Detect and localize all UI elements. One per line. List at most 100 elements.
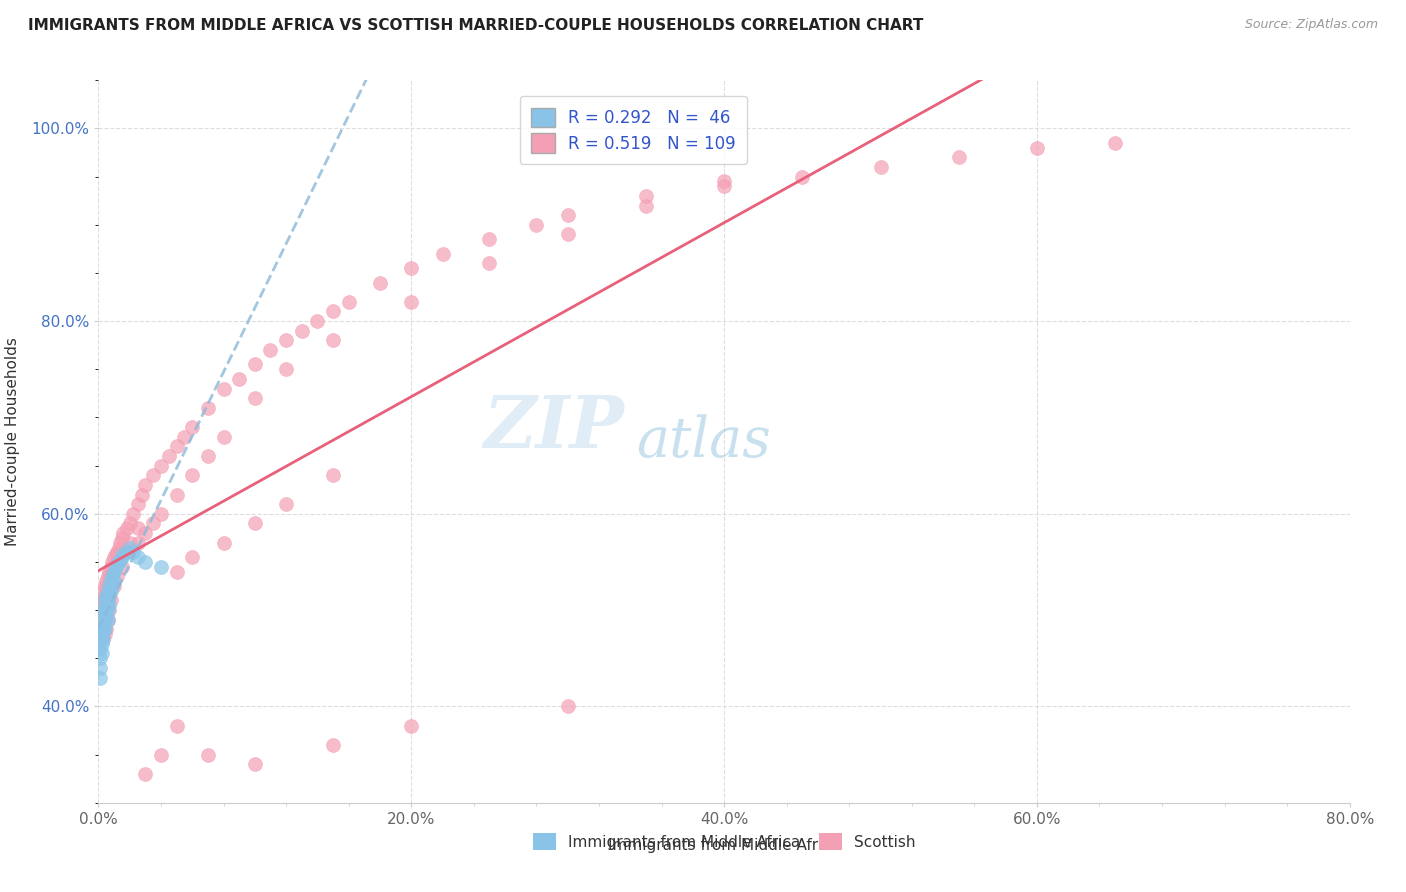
Point: [1104, 136, 1126, 150]
Point: [98, 579, 121, 593]
Point: [274, 334, 298, 348]
Point: [96, 593, 118, 607]
Point: [97, 613, 120, 627]
Point: [97, 569, 120, 583]
Point: [96, 599, 118, 613]
Point: [526, 218, 548, 232]
Point: [91, 613, 114, 627]
Point: [107, 555, 129, 569]
Point: [100, 569, 122, 583]
Point: [111, 550, 134, 565]
Point: [368, 276, 391, 290]
Point: [97, 603, 120, 617]
Point: [96, 623, 118, 637]
Point: [127, 550, 149, 565]
Point: [101, 555, 124, 569]
Point: [112, 526, 135, 541]
Point: [100, 574, 122, 589]
Point: [101, 565, 124, 579]
Point: [557, 699, 579, 714]
Point: [150, 747, 173, 762]
Point: [228, 372, 250, 386]
Legend: Immigrants from Middle Africa, Scottish: Immigrants from Middle Africa, Scottish: [527, 827, 921, 856]
Point: [478, 256, 501, 270]
Point: [307, 314, 329, 328]
Point: [401, 261, 423, 276]
Point: [101, 569, 124, 583]
Point: [91, 623, 114, 637]
Point: [104, 559, 127, 574]
Point: [142, 516, 165, 531]
Point: [100, 583, 122, 598]
Point: [93, 589, 115, 603]
Point: [89, 661, 111, 675]
Point: [322, 468, 344, 483]
Point: [89, 651, 111, 665]
Point: [166, 439, 188, 453]
Point: [98, 565, 121, 579]
Point: [100, 593, 122, 607]
Point: [131, 487, 153, 501]
Point: [243, 358, 266, 372]
Point: [274, 497, 298, 511]
Point: [90, 613, 112, 627]
Point: [93, 593, 115, 607]
Text: IMMIGRANTS FROM MIDDLE AFRICA VS SCOTTISH MARRIED-COUPLE HOUSEHOLDS CORRELATION : IMMIGRANTS FROM MIDDLE AFRICA VS SCOTTIS…: [28, 18, 924, 33]
Point: [713, 179, 735, 194]
Text: ZIP: ZIP: [484, 392, 624, 463]
Point: [157, 449, 180, 463]
Point: [134, 767, 156, 781]
Point: [274, 362, 298, 376]
Point: [93, 603, 115, 617]
Point: [478, 232, 501, 246]
Point: [197, 401, 219, 415]
Point: [792, 169, 814, 184]
Point: [337, 294, 360, 309]
Point: [105, 557, 128, 571]
Point: [89, 613, 111, 627]
Y-axis label: Married-couple Households: Married-couple Households: [6, 337, 20, 546]
Point: [212, 535, 235, 549]
Point: [197, 449, 219, 463]
Point: [90, 603, 112, 617]
Point: [869, 160, 891, 174]
Point: [432, 246, 454, 260]
Point: [243, 757, 266, 772]
Point: [115, 545, 138, 559]
Point: [134, 555, 156, 569]
Point: [181, 550, 204, 565]
Point: [100, 559, 122, 574]
Point: [557, 208, 579, 222]
Point: [98, 599, 121, 613]
Point: [98, 574, 121, 589]
X-axis label: Immigrants from Middle Africa: Immigrants from Middle Africa: [607, 838, 841, 853]
Point: [97, 593, 120, 607]
Point: [98, 603, 121, 617]
Point: [93, 613, 115, 627]
Point: [634, 189, 657, 203]
Point: [166, 487, 188, 501]
Point: [110, 553, 132, 567]
Point: [111, 531, 134, 545]
Point: [89, 623, 111, 637]
Point: [91, 583, 114, 598]
Point: [197, 747, 219, 762]
Point: [634, 198, 657, 212]
Point: [105, 569, 128, 583]
Text: atlas: atlas: [637, 414, 772, 469]
Point: [212, 382, 235, 396]
Point: [89, 632, 111, 646]
Point: [127, 497, 149, 511]
Point: [322, 334, 344, 348]
Text: Source: ZipAtlas.com: Source: ZipAtlas.com: [1244, 18, 1378, 31]
Point: [105, 545, 128, 559]
Point: [93, 627, 115, 641]
Point: [142, 468, 165, 483]
Point: [291, 324, 314, 338]
Point: [173, 430, 195, 444]
Point: [98, 589, 121, 603]
Point: [89, 641, 111, 656]
Point: [96, 589, 118, 603]
Point: [181, 468, 204, 483]
Point: [557, 227, 579, 242]
